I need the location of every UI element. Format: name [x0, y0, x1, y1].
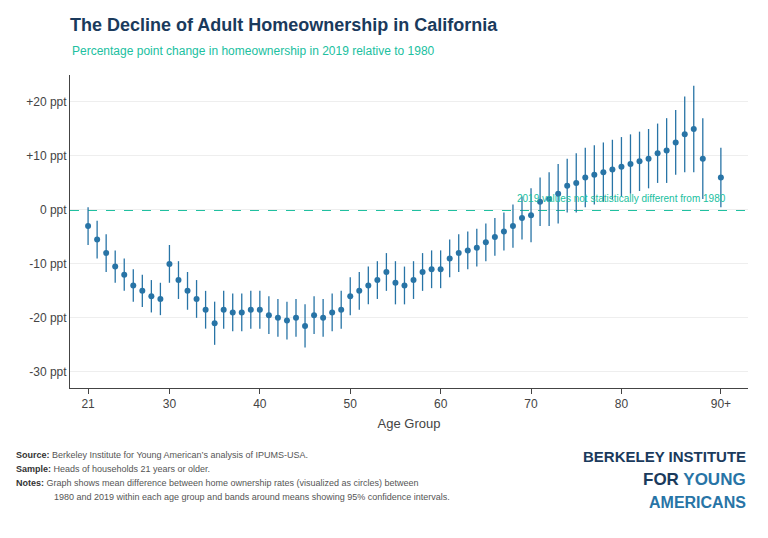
svg-text:0 ppt: 0 ppt — [40, 203, 67, 217]
svg-text:Percentage point change in hom: Percentage point change in homeownership… — [72, 44, 435, 58]
svg-text:80: 80 — [615, 397, 629, 411]
svg-text:Notes: Graph shows mean differ: Notes: Graph shows mean difference betwe… — [16, 478, 419, 488]
svg-text:BERKELEY INSTITUTE: BERKELEY INSTITUTE — [583, 448, 746, 465]
svg-text:1980 and 2019 within each age: 1980 and 2019 within each age group and … — [54, 492, 450, 502]
svg-text:70: 70 — [524, 397, 538, 411]
svg-text:+20 ppt: +20 ppt — [26, 95, 67, 109]
svg-text:Source: Berkeley Institute for: Source: Berkeley Institute for Young Ame… — [16, 450, 308, 460]
svg-text:21: 21 — [81, 397, 95, 411]
svg-text:50: 50 — [344, 397, 358, 411]
svg-text:+10 ppt: +10 ppt — [26, 149, 67, 163]
svg-text:-10 ppt: -10 ppt — [29, 257, 67, 271]
svg-text:30: 30 — [163, 397, 177, 411]
svg-text:40: 40 — [253, 397, 267, 411]
svg-text:60: 60 — [434, 397, 448, 411]
svg-text:The Decline of Adult Homeowner: The Decline of Adult Homeownership in Ca… — [70, 15, 498, 35]
svg-text:-20 ppt: -20 ppt — [29, 311, 67, 325]
svg-text:FOR YOUNG: FOR YOUNG — [643, 470, 746, 489]
svg-text:-30 ppt: -30 ppt — [29, 365, 67, 379]
svg-text:Sample: Heads of households 21: Sample: Heads of households 21 years or … — [16, 464, 210, 474]
svg-text:90+: 90+ — [711, 397, 731, 411]
svg-text:Age Group: Age Group — [378, 416, 441, 431]
svg-text:2019 values not statistically: 2019 values not statistically different … — [517, 193, 726, 204]
svg-text:AMERICANS: AMERICANS — [649, 494, 746, 511]
